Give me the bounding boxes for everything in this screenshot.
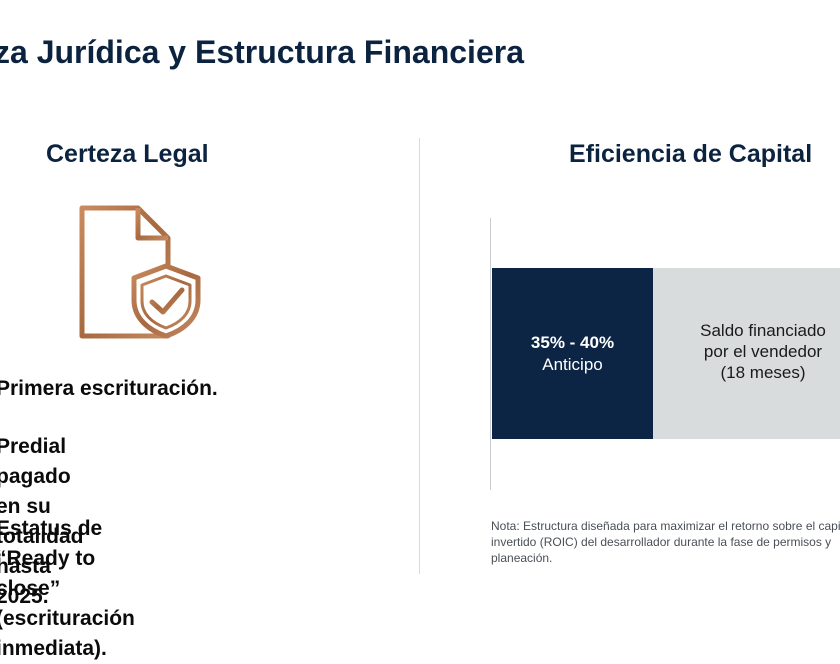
balance-label: Saldo financiado por el vendedor (18 mes… [700, 321, 826, 382]
slide-title: za Jurídica y Estructura Financiera [0, 34, 524, 70]
bullet-text: Primera escrituración. [0, 377, 218, 400]
down-payment-segment: 35% - 40% Anticipo [492, 268, 653, 439]
bullet-property-tax: Predial pagado en su totalidad hasta 202… [0, 432, 84, 612]
bullet-text: Predial pagado en su totalidad hasta 202… [0, 435, 84, 608]
column-divider [419, 138, 420, 574]
down-payment-range: 35% - 40% [530, 332, 615, 352]
capital-efficiency-heading: Eficiencia de Capital [569, 140, 813, 168]
legal-certainty-heading: Certeza Legal [46, 140, 209, 168]
bar-axis-line [490, 218, 491, 490]
document-shield-check-icon [79, 205, 201, 339]
bullet-text: Estatus de “Ready to close” (escrituraci… [0, 517, 135, 660]
structure-note: Nota: Estructura diseñada para maximizar… [491, 519, 840, 565]
down-payment-label: Anticipo [542, 354, 603, 374]
bullet-ready-to-close: Estatus de “Ready to close” (escrituraci… [0, 514, 135, 664]
bullet-first-deed: Primera escrituración. [0, 374, 218, 404]
seller-financed-balance-segment: Saldo financiado por el vendedor (18 mes… [653, 268, 840, 439]
